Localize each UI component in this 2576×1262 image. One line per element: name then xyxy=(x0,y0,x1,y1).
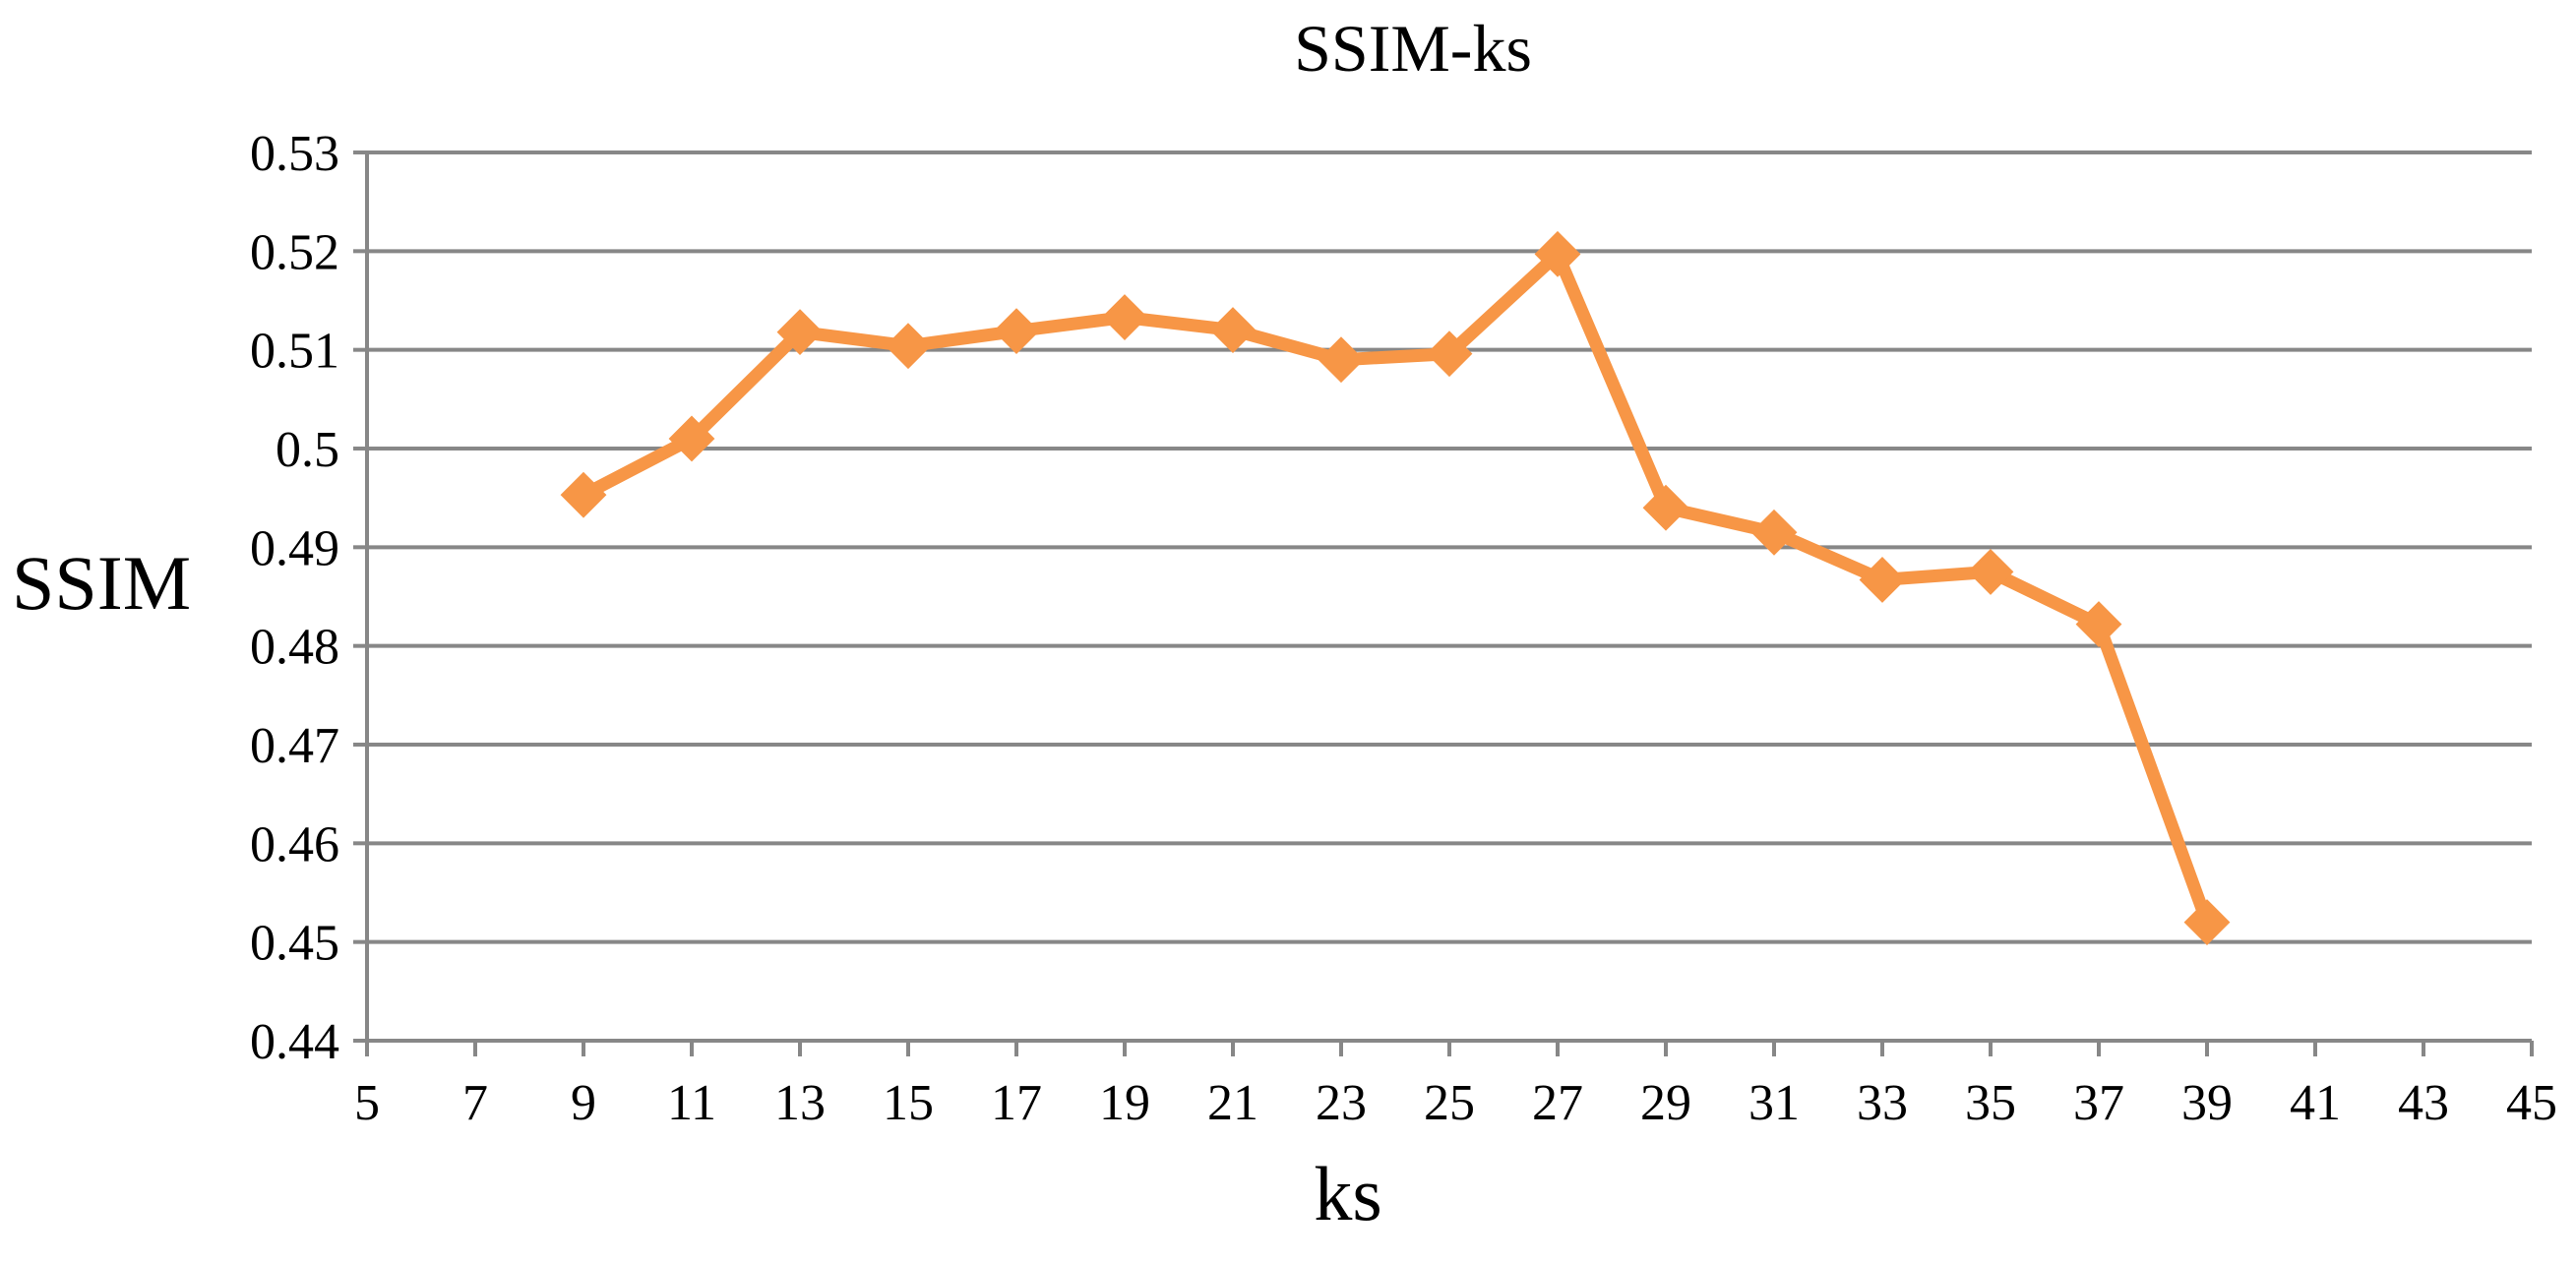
data-point-marker xyxy=(776,309,824,356)
x-tick-label: 29 xyxy=(1640,1075,1691,1131)
y-tick-label: 0.51 xyxy=(250,324,339,380)
x-tick-label: 31 xyxy=(1748,1075,1800,1131)
x-tick-label: 43 xyxy=(2398,1075,2449,1131)
chart-title: SSIM-ks xyxy=(1294,11,1532,86)
x-tick-label: 45 xyxy=(2506,1075,2557,1131)
data-point-marker xyxy=(1426,331,1473,378)
x-tick-label: 5 xyxy=(354,1075,380,1131)
data-point-marker xyxy=(1209,307,1257,354)
y-tick-labels: 0.44 0.45 0.46 0.47 0.48 0.49 0.5 0.51 0.52 0.53 xyxy=(250,126,339,1070)
y-tick-label: 0.52 xyxy=(250,224,339,280)
y-axis-title: SSIM xyxy=(12,540,191,626)
y-tick-label: 0.49 xyxy=(250,520,339,576)
data-point-marker xyxy=(1967,549,2014,595)
x-axis-title: ks xyxy=(1314,1151,1381,1236)
data-point-marker xyxy=(560,471,607,518)
data-point-marker xyxy=(1534,230,1581,277)
data-point-marker xyxy=(1750,509,1798,556)
x-tick-label: 27 xyxy=(1532,1075,1583,1131)
x-tick-label: 19 xyxy=(1099,1075,1150,1131)
y-tick-label: 0.45 xyxy=(250,916,339,972)
series-line xyxy=(577,247,2214,930)
data-point-marker xyxy=(668,415,715,462)
data-point-marker xyxy=(1101,294,1148,340)
x-tick-label: 11 xyxy=(667,1075,716,1131)
x-tick-label: 17 xyxy=(991,1075,1042,1131)
data-point-marker xyxy=(2075,601,2122,648)
x-tick-label: 35 xyxy=(1965,1075,2016,1131)
series xyxy=(560,230,2231,946)
axes xyxy=(353,150,2534,1056)
y-tick-label: 0.44 xyxy=(250,1014,339,1070)
x-tick-label: 13 xyxy=(774,1075,826,1131)
x-tick-label: 9 xyxy=(571,1075,596,1131)
y-tick-label: 0.46 xyxy=(250,816,339,872)
x-tick-label: 39 xyxy=(2181,1075,2233,1131)
x-tick-label: 15 xyxy=(883,1075,934,1131)
y-tick-label: 0.53 xyxy=(250,126,339,182)
data-point-marker xyxy=(993,308,1040,355)
x-tick-label: 21 xyxy=(1207,1075,1258,1131)
data-point-marker xyxy=(2183,899,2231,946)
data-point-marker xyxy=(885,323,932,370)
x-tick-labels: 5 7 9 11 13 15 17 19 21 23 25 27 29 31 33 35 37 39 41 43 45 xyxy=(354,1075,2557,1131)
x-tick-label: 33 xyxy=(1857,1075,1908,1131)
x-tick-label: 25 xyxy=(1424,1075,1475,1131)
data-point-marker xyxy=(1859,557,1906,603)
x-tick-label: 41 xyxy=(2290,1075,2341,1131)
grid xyxy=(367,150,2532,944)
x-tick-label: 7 xyxy=(462,1075,488,1131)
y-tick-label: 0.48 xyxy=(250,620,339,676)
x-tick-label: 23 xyxy=(1316,1075,1367,1131)
y-tick-label: 0.5 xyxy=(276,422,339,478)
x-tick-label: 37 xyxy=(2073,1075,2124,1131)
data-point-marker xyxy=(1318,336,1365,384)
y-tick-label: 0.47 xyxy=(250,718,339,774)
data-point-marker xyxy=(1642,484,1689,531)
